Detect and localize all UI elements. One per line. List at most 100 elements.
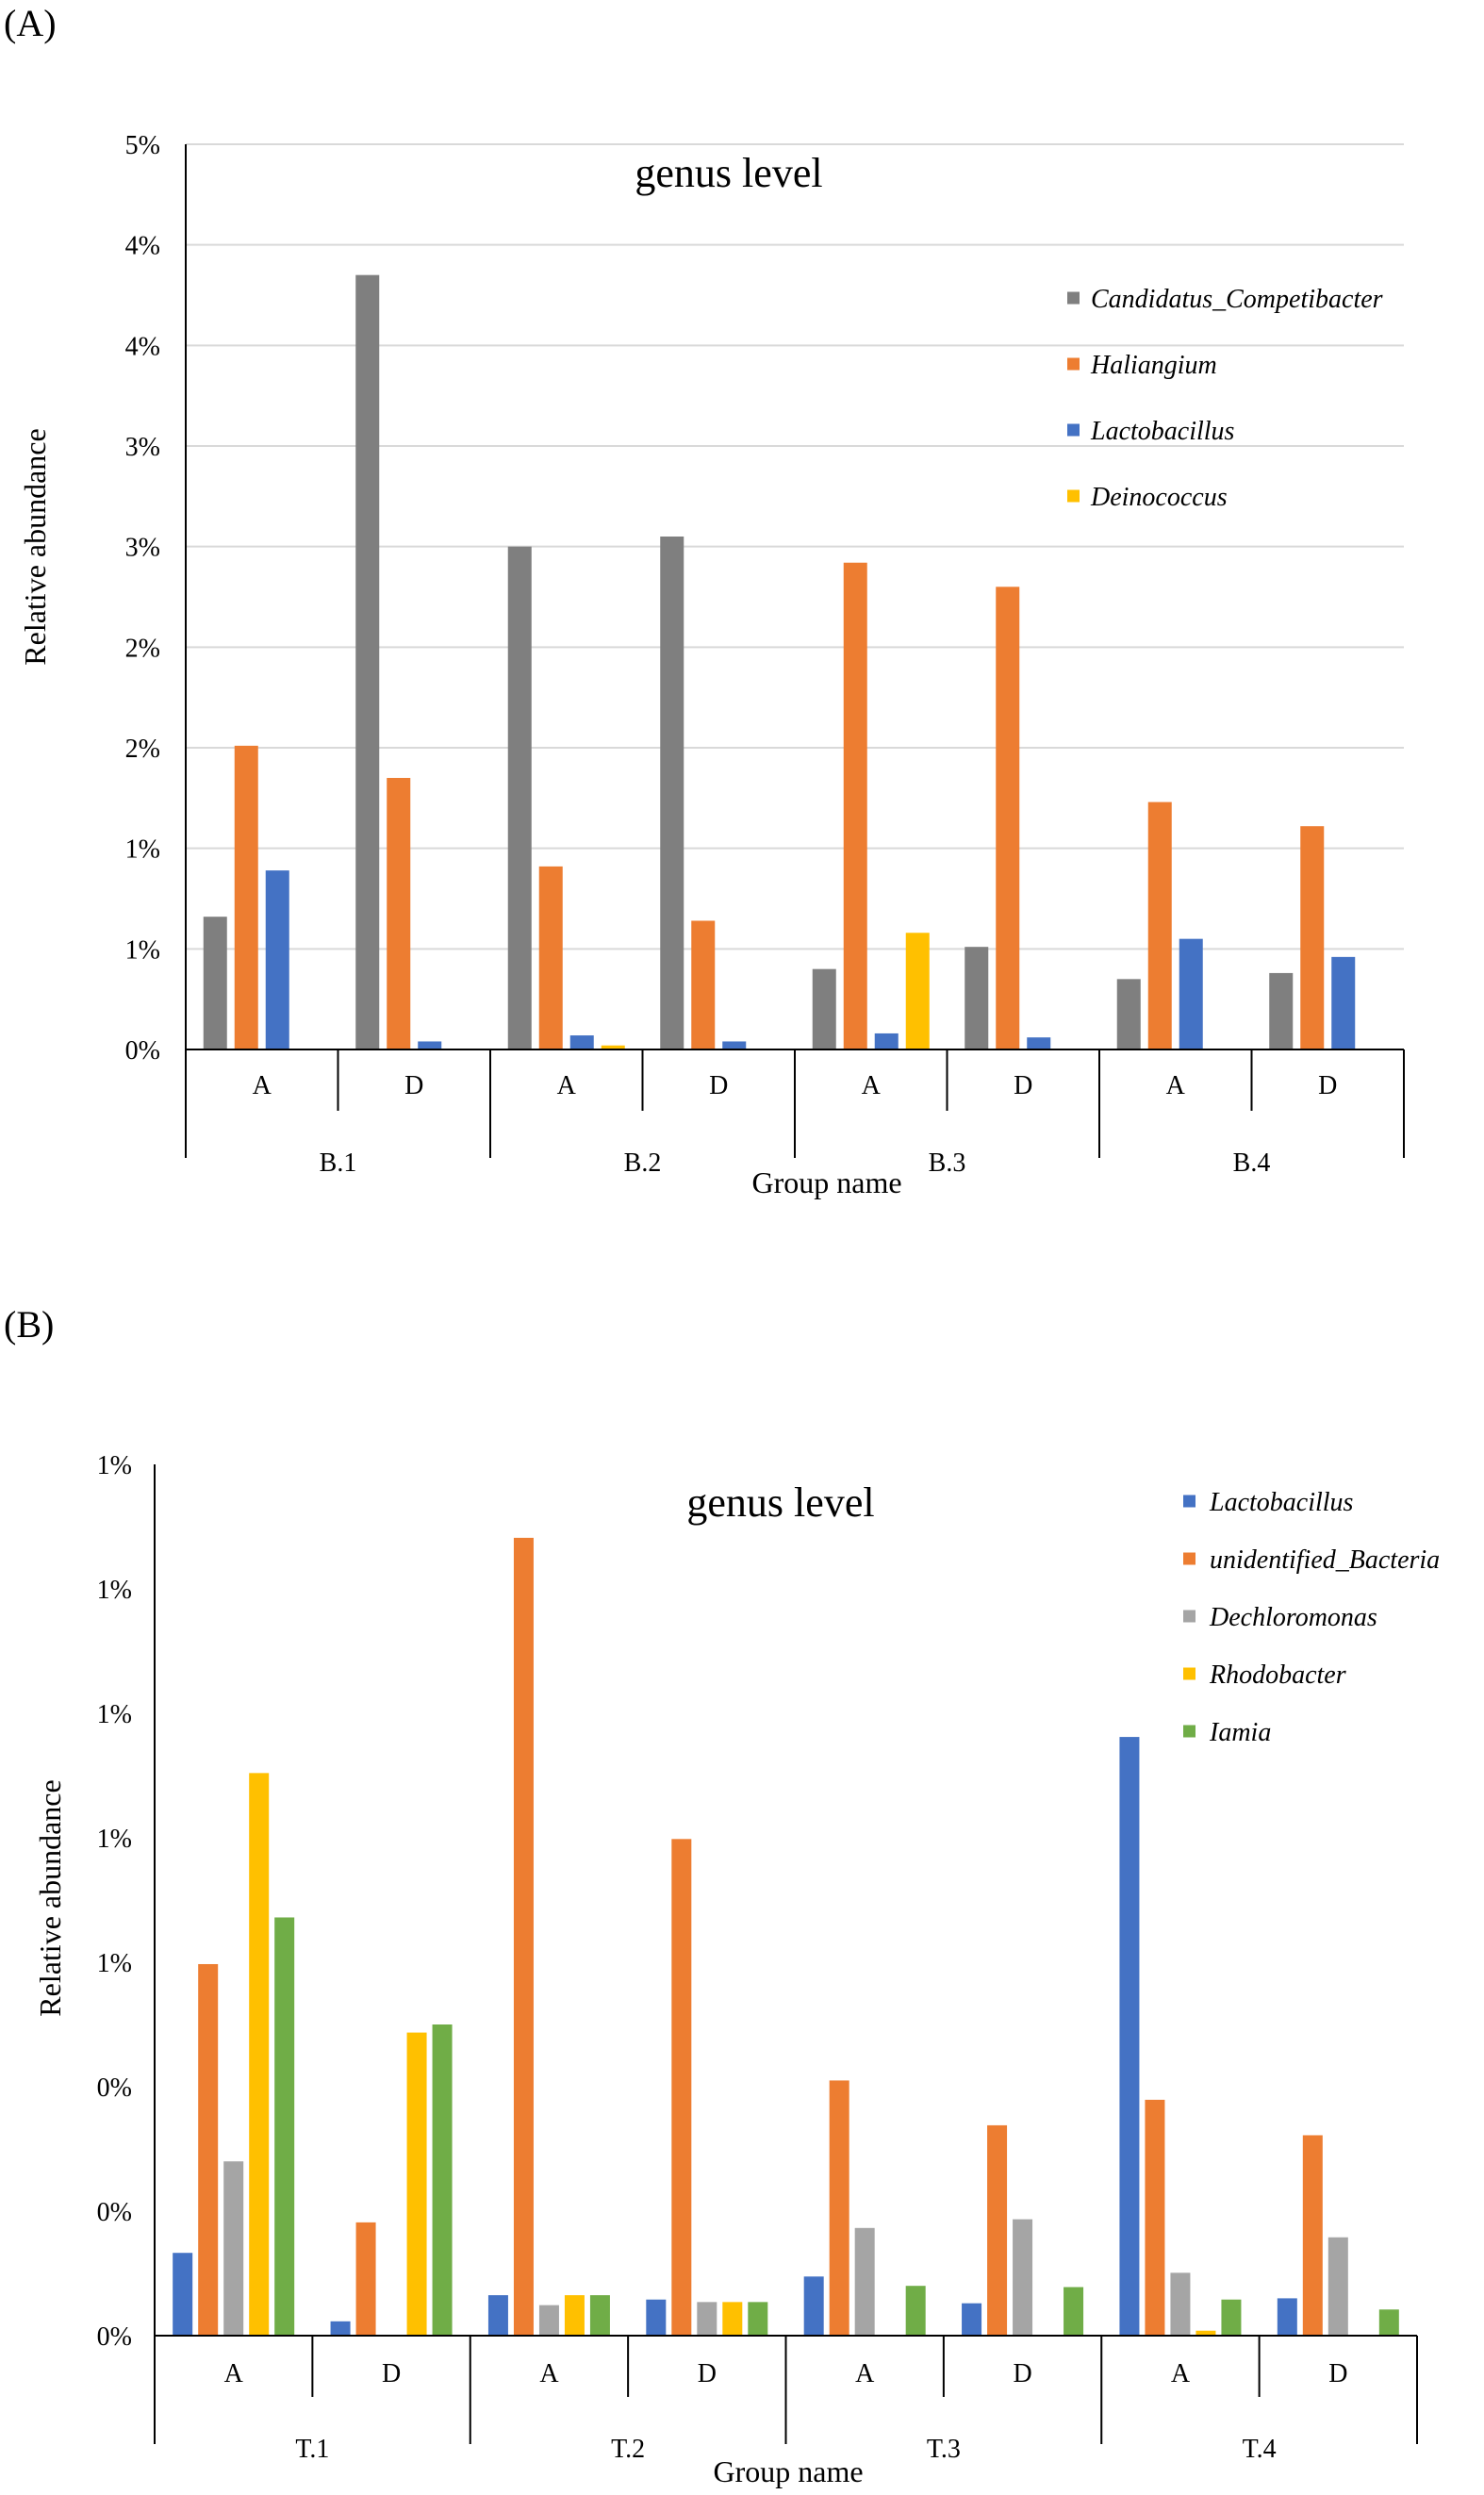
- chart1-y-tick-label: 2%: [125, 634, 160, 663]
- chart1-category-label: D: [709, 1071, 728, 1100]
- chart1-title: genus level: [635, 150, 822, 196]
- chart2-legend-label: Lactobacillus: [1209, 1488, 1354, 1517]
- chart2-bar: [564, 2295, 585, 2336]
- chart1-y-tick-label: 4%: [125, 332, 160, 361]
- chart1-bar: [538, 866, 563, 1049]
- chart1-category-label: D: [1014, 1071, 1032, 1100]
- chart2-legend-label: Dechloromonas: [1209, 1603, 1377, 1632]
- chart1-bar: [1116, 979, 1141, 1049]
- chart1-y-tick-label: 0%: [125, 1036, 160, 1066]
- chart2-bar: [1327, 2237, 1348, 2336]
- chart2-y-tick-label: 0%: [97, 2322, 132, 2352]
- chart1-bar: [691, 920, 716, 1049]
- chart1-legend-swatch: [1067, 357, 1080, 371]
- chart2-bar: [1221, 2299, 1242, 2336]
- chart2-y-tick-label: 0%: [97, 2074, 132, 2103]
- chart2-bar: [1119, 1737, 1140, 2336]
- chart2-bar: [697, 2302, 717, 2336]
- chart1-y-tick-label: 3%: [125, 433, 160, 462]
- chart1-legend-swatch: [1067, 489, 1080, 503]
- chart1-legend-label: Haliangium: [1090, 351, 1217, 380]
- chart2-category-label: A: [224, 2359, 244, 2388]
- chart1-bar: [722, 1041, 747, 1049]
- chart1-bar: [965, 947, 989, 1049]
- chart2-legend-swatch: [1183, 1495, 1195, 1508]
- chart2-bar: [803, 2276, 824, 2336]
- chart2-bar: [249, 1773, 270, 2336]
- chart1-category-label: D: [1318, 1071, 1337, 1100]
- chart2-bar: [962, 2303, 982, 2336]
- chart2-bar: [905, 2286, 926, 2336]
- chart2-y-tick-label: 1%: [97, 1825, 132, 1854]
- chart1-bar: [1300, 826, 1325, 1049]
- chart1-category-label: A: [1166, 1071, 1186, 1100]
- chart2-bar: [513, 1537, 534, 2336]
- chart2-bar: [987, 2124, 1008, 2336]
- chart2-bar: [1170, 2272, 1191, 2336]
- chart2-y-axis-title: Relative abundance: [33, 1779, 67, 2016]
- chart1-bar: [507, 546, 532, 1049]
- chart2-bar: [274, 1917, 295, 2336]
- chart2-category-label: D: [1328, 2359, 1347, 2388]
- chart1-category-label: A: [253, 1071, 272, 1100]
- chart2-category-label: D: [382, 2359, 401, 2388]
- chart2-legend-swatch: [1183, 1610, 1195, 1623]
- chart2-bar: [355, 2222, 376, 2336]
- chart2-legend-label: unidentified_Bacteria: [1210, 1545, 1440, 1575]
- chart2-bar: [854, 2227, 875, 2336]
- chart1-group-label: B.3: [929, 1148, 966, 1178]
- chart1-bar: [812, 968, 836, 1049]
- chart2-x-axis-title: Group name: [713, 2454, 863, 2488]
- panel-label-b: (B): [4, 1303, 54, 1346]
- chart1-legend-label: Deinococcus: [1090, 483, 1228, 512]
- chart1-legend-swatch: [1067, 291, 1080, 305]
- chart1-bar: [265, 870, 289, 1049]
- chart1-bar: [660, 537, 684, 1049]
- chart1-bar: [1147, 801, 1172, 1049]
- chart1-bar: [234, 745, 258, 1049]
- chart2-legend-label: Rhodobacter: [1209, 1661, 1346, 1690]
- chart2-bar: [589, 2295, 610, 2336]
- chart1-bar: [1027, 1037, 1051, 1049]
- chart2-bar: [1302, 2135, 1323, 2336]
- chart1-bar: [569, 1035, 594, 1049]
- chart2-category-label: D: [1013, 2359, 1031, 2388]
- chart2-category-label: A: [1171, 2359, 1191, 2388]
- chart1-x-axis-title: Group name: [751, 1165, 901, 1199]
- chart2-legend-swatch: [1183, 1667, 1195, 1680]
- chart1-bar: [1179, 938, 1203, 1049]
- chart2-bar: [406, 2032, 427, 2336]
- chart2-bar: [173, 2253, 193, 2336]
- chart1-category-label: A: [557, 1071, 577, 1100]
- chart2-y-tick-label: 1%: [97, 1451, 132, 1480]
- chart2-legend-swatch: [1183, 1725, 1195, 1738]
- chart1-bar: [418, 1041, 442, 1049]
- chart2-category-label: A: [855, 2359, 875, 2388]
- chart2-bar: [722, 2302, 743, 2336]
- chart2-bar: [198, 1963, 219, 2336]
- chart2-bar: [829, 2080, 849, 2336]
- chart1-bar: [1331, 956, 1356, 1049]
- chart1-bar: [905, 933, 930, 1049]
- chart2-bar: [1064, 2287, 1084, 2336]
- chart2-group-label: T.2: [611, 2435, 645, 2464]
- chart1-group-label: B.2: [624, 1148, 662, 1178]
- chart1-y-tick-label: 4%: [125, 232, 160, 261]
- chart2-bar: [1013, 2219, 1033, 2336]
- chart2-group-label: T.3: [927, 2435, 961, 2464]
- chart2-bar: [671, 1839, 692, 2336]
- panel-label-a: (A): [4, 2, 57, 44]
- chart2-bar: [487, 2295, 508, 2336]
- chart1-legend-label: Candidatus_Competibacter: [1091, 285, 1383, 314]
- chart1-bar: [203, 917, 227, 1049]
- chart2-bar: [432, 2024, 453, 2336]
- chart2-bar: [223, 2161, 244, 2336]
- chart1-group-label: B.1: [320, 1148, 357, 1178]
- chart2-bar: [1378, 2309, 1399, 2336]
- chart1-bar: [355, 274, 380, 1050]
- chart1-bar: [1269, 972, 1294, 1049]
- chart1-bar: [843, 562, 867, 1049]
- chart1-legend-label: Lactobacillus: [1090, 417, 1235, 446]
- chart1-y-tick-label: 1%: [125, 935, 160, 965]
- chart1-bar: [874, 1033, 899, 1049]
